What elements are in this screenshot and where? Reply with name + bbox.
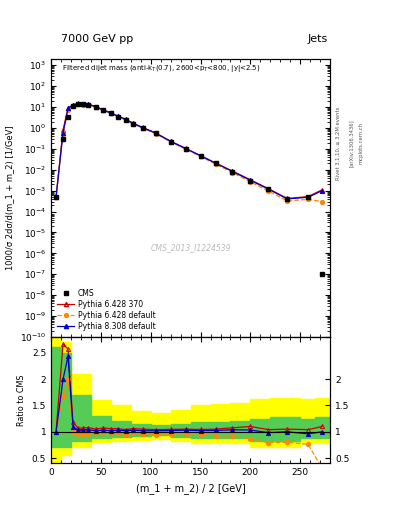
Text: Rivet 3.1.10, ≥ 3.2M events: Rivet 3.1.10, ≥ 3.2M events — [336, 106, 341, 180]
Y-axis label: 1000/σ 2dσ/d(m_1 + m_2) [1/GeV]: 1000/σ 2dσ/d(m_1 + m_2) [1/GeV] — [5, 125, 14, 270]
Y-axis label: Ratio to CMS: Ratio to CMS — [17, 374, 26, 426]
Text: CMS_2013_I1224539: CMS_2013_I1224539 — [151, 244, 231, 252]
Text: Jets: Jets — [308, 33, 328, 44]
Text: mcplots.cern.ch: mcplots.cern.ch — [358, 122, 364, 164]
Text: Filtered dijet mass (anti-k$_{T}$(0.7), 2600<p$_{T}$<800, |y|<2.5): Filtered dijet mass (anti-k$_{T}$(0.7), … — [62, 63, 261, 74]
Text: 7000 GeV pp: 7000 GeV pp — [61, 33, 133, 44]
X-axis label: (m_1 + m_2) / 2 [GeV]: (m_1 + m_2) / 2 [GeV] — [136, 483, 246, 494]
Text: [arXiv:1306.3436]: [arXiv:1306.3436] — [349, 119, 354, 167]
Legend: CMS, Pythia 6.428 370, Pythia 6.428 default, Pythia 8.308 default: CMS, Pythia 6.428 370, Pythia 6.428 defa… — [55, 287, 158, 333]
